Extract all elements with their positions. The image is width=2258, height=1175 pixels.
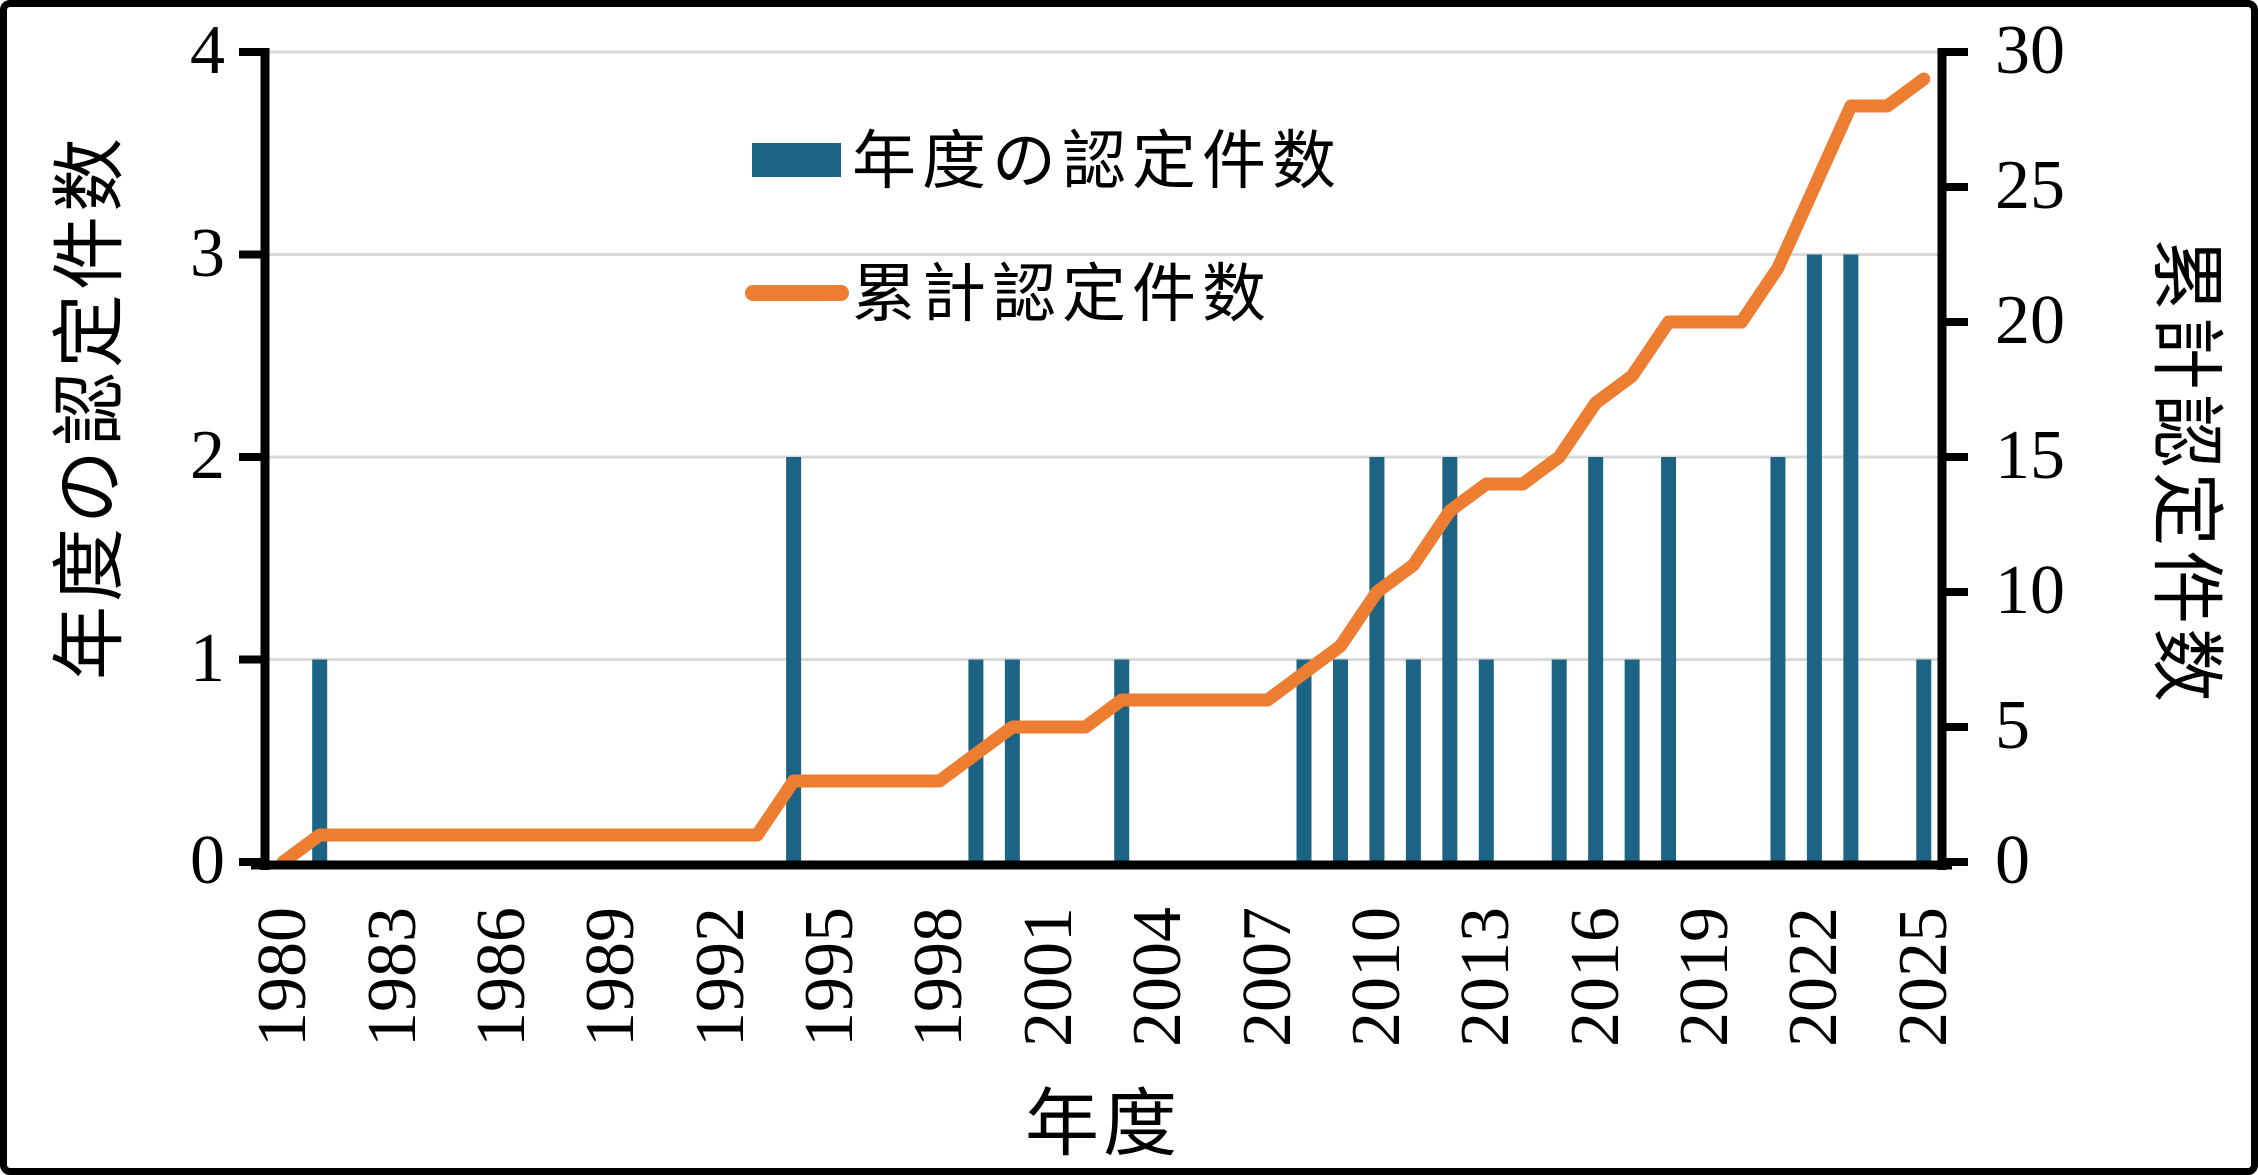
bar-2015: [1551, 659, 1567, 862]
bar-2017: [1624, 659, 1640, 862]
y-axis-right-tick-label: 20: [1995, 282, 2065, 359]
legend-bar-swatch-icon: [752, 143, 841, 177]
x-axis-tick-label: 2022: [1775, 907, 1853, 1047]
bar-2000: [1004, 659, 1020, 862]
bar-2012: [1442, 457, 1458, 862]
y-axis-left-tick-label: 4: [190, 12, 225, 89]
bar-1981: [312, 659, 328, 862]
bar-2008: [1296, 659, 1312, 862]
y-axis-left-tick-label: 3: [190, 214, 225, 292]
bar-2013: [1478, 659, 1494, 862]
x-axis-tick-label: 1995: [791, 907, 869, 1047]
bar-2016: [1588, 457, 1604, 862]
x-axis-tick-label: 2025: [1884, 907, 1962, 1047]
x-axis-tick-label: 2010: [1337, 907, 1415, 1047]
legend-item-bar-label: 年度の認定件数: [852, 126, 1342, 197]
chart-canvas: [239, 48, 1968, 870]
y-axis-right-tick-label: 5: [1995, 687, 2030, 764]
x-axis-tick-label: 1989: [572, 907, 650, 1047]
x-axis-tick-label: 1998: [900, 907, 978, 1047]
y-axis-right-tick-label: 15: [1995, 417, 2065, 494]
x-axis-tick-label: 2019: [1666, 907, 1744, 1047]
y-axis-left-tick-label: 0: [190, 822, 225, 899]
bar-2025: [1916, 659, 1932, 862]
y-axis-right-tick-label: 30: [1995, 12, 2065, 89]
x-axis-tick-label: 2001: [1009, 907, 1087, 1047]
bar-2021: [1770, 457, 1786, 862]
bar-2018: [1661, 457, 1677, 862]
x-axis-title: 年度: [1025, 1084, 1181, 1166]
x-axis-tick-label: 1980: [244, 907, 322, 1047]
x-axis-tick-label: 1992: [681, 907, 759, 1047]
x-axis-tick-label: 2004: [1119, 907, 1197, 1047]
y-axis-left-tick-label: 2: [190, 417, 225, 494]
x-axis-tick-label: 2007: [1228, 907, 1306, 1047]
legend-line-swatch-icon: [745, 285, 849, 301]
y-axis-left-tick-label: 1: [190, 619, 225, 697]
x-axis-tick-label: 1983: [353, 907, 431, 1047]
bar-2023: [1843, 254, 1859, 862]
bar-2011: [1405, 659, 1421, 862]
bar-2022: [1806, 254, 1822, 862]
x-axis-tick-label: 2013: [1447, 907, 1525, 1047]
y-axis-right-tick-label: 0: [1995, 822, 2030, 899]
bar-2010: [1369, 457, 1385, 862]
left-axis-title: 年度の認定件数: [50, 134, 132, 680]
x-axis-tick-label: 2016: [1556, 907, 1634, 1047]
bar-2003: [1114, 659, 1130, 862]
y-axis-right-tick-label: 25: [1995, 147, 2065, 224]
x-axis-tick-label: 1986: [462, 907, 540, 1047]
bar-2009: [1332, 659, 1348, 862]
cumulative-line: [276, 72, 1931, 869]
y-axis-right-tick-label: 10: [1995, 552, 2065, 629]
legend-item-line-label: 累計認定件数: [852, 259, 1272, 330]
bar-1994: [786, 457, 802, 862]
